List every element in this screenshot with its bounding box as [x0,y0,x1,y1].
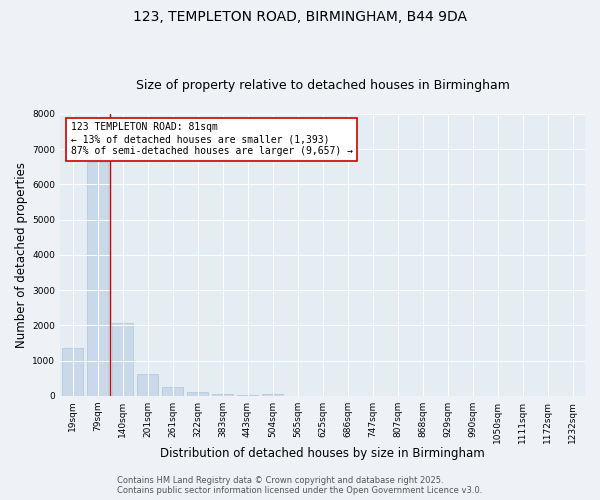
Bar [62,348,83,396]
Text: Contains HM Land Registry data © Crown copyright and database right 2025.
Contai: Contains HM Land Registry data © Crown c… [118,476,482,495]
Y-axis label: Number of detached properties: Number of detached properties [15,162,28,348]
Bar [212,394,233,396]
Bar [162,387,183,396]
Bar [137,374,158,396]
Text: 123, TEMPLETON ROAD, BIRMINGHAM, B44 9DA: 123, TEMPLETON ROAD, BIRMINGHAM, B44 9DA [133,10,467,24]
Bar [262,394,283,396]
Bar [87,162,108,396]
Bar [187,392,208,396]
Text: 123 TEMPLETON ROAD: 81sqm
← 13% of detached houses are smaller (1,393)
87% of se: 123 TEMPLETON ROAD: 81sqm ← 13% of detac… [71,122,353,156]
Bar [237,395,258,396]
X-axis label: Distribution of detached houses by size in Birmingham: Distribution of detached houses by size … [160,447,485,460]
Title: Size of property relative to detached houses in Birmingham: Size of property relative to detached ho… [136,79,509,92]
Bar [112,322,133,396]
